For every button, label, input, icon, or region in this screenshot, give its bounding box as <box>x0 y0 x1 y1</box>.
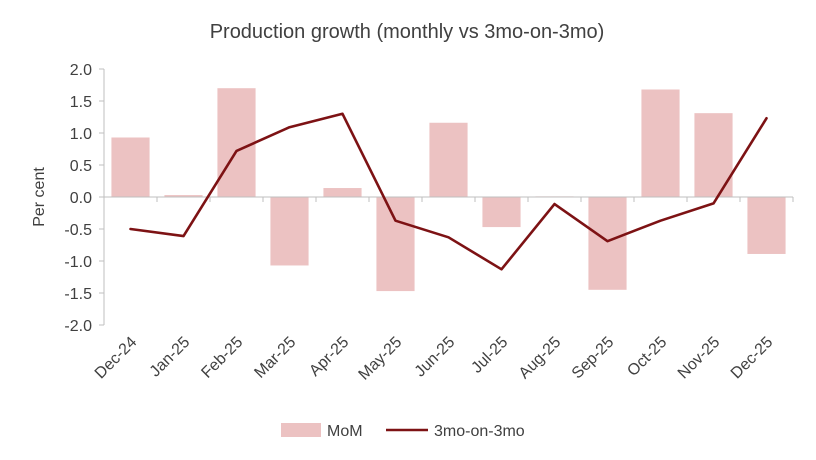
x-tick-label: Dec-25 <box>728 334 777 383</box>
mom-bars <box>111 88 786 292</box>
bar-jan-25 <box>164 195 203 197</box>
bar-may-25 <box>376 197 415 292</box>
line-3mo-on-3mo <box>129 112 768 271</box>
legend-label-mom: MoM <box>327 423 363 440</box>
bar-dec-24 <box>111 137 150 197</box>
bar-dec-25 <box>747 197 786 254</box>
bar-oct-25 <box>641 89 680 197</box>
bar-jul-25 <box>482 197 521 228</box>
legend-swatch-mom <box>281 423 321 437</box>
y-tick-label: 1.0 <box>70 126 92 143</box>
x-tick-label: Nov-25 <box>675 334 724 383</box>
x-tick-label: Aug-25 <box>516 334 565 383</box>
bar-jun-25 <box>429 122 468 197</box>
x-tick-label: May-25 <box>356 334 406 384</box>
x-tick-label: Sep-25 <box>569 334 618 383</box>
y-tick-label: -1.5 <box>64 286 92 303</box>
x-tick-label: Dec-24 <box>92 334 141 383</box>
x-tick-label: Oct-25 <box>624 334 670 380</box>
x-tick-label: Jan-25 <box>147 334 194 381</box>
line-series <box>129 112 768 271</box>
y-tick-label: 1.5 <box>70 94 92 111</box>
bar-sep-25 <box>588 197 627 290</box>
y-tick-label: -2.0 <box>64 318 92 335</box>
bar-feb-25 <box>217 88 256 197</box>
y-tick-label: 0.0 <box>70 190 92 207</box>
y-tick-label: -1.0 <box>64 254 92 271</box>
chart-title: Production growth (monthly vs 3mo-on-3mo… <box>210 21 605 43</box>
bar-apr-25 <box>323 188 362 197</box>
y-tick-labels: 2.0 1.5 1.0 0.5 0.0 -0.5 -1.0 -1.5 -2.0 <box>64 62 92 335</box>
axes <box>99 68 794 326</box>
y-tick-label: -0.5 <box>64 222 92 239</box>
y-tick-label: 2.0 <box>70 62 92 79</box>
x-tick-labels: Dec-24 Jan-25 Feb-25 Mar-25 Apr-25 May-25 Jun-… <box>92 334 777 384</box>
legend: MoM 3mo-on-3mo <box>281 423 525 440</box>
x-tick-label: Jul-25 <box>468 334 511 377</box>
x-tick-label: Apr-25 <box>306 334 352 380</box>
bar-mar-25 <box>270 197 309 266</box>
y-tick-label: 0.5 <box>70 158 92 175</box>
x-tick-label: Feb-25 <box>198 334 246 382</box>
bar-nov-25 <box>694 113 733 197</box>
y-axis-label: Per cent <box>31 167 48 227</box>
legend-label-3mo-on-3mo: 3mo-on-3mo <box>434 423 525 440</box>
x-tick-label: Mar-25 <box>251 334 299 382</box>
x-tick-label: Jun-25 <box>412 334 459 381</box>
